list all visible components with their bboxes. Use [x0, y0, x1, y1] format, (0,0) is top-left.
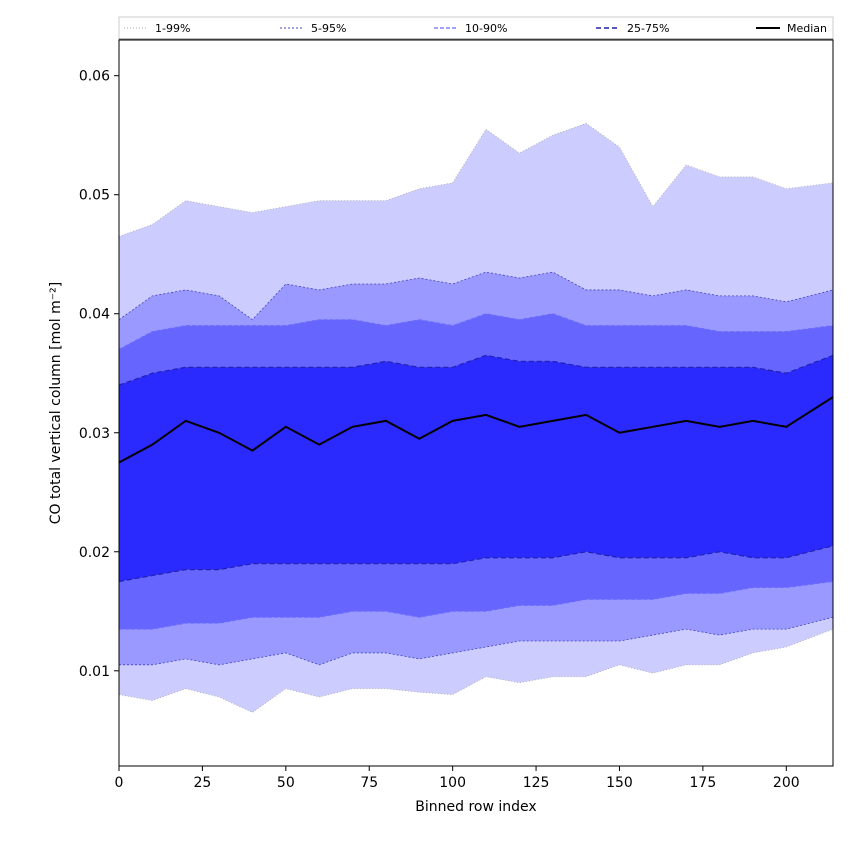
band-lower-line-5-95 [119, 616, 833, 666]
band-lower-line-1-99 [119, 628, 833, 713]
band-upper-line-1-99 [119, 122, 833, 237]
x-tick-label: 0 [115, 775, 124, 791]
x-tick-label: 75 [360, 775, 378, 791]
series-lines [119, 122, 833, 713]
y-tick-label: 0.06 [79, 69, 110, 85]
plot-area [119, 122, 833, 713]
legend: 1-99% 5-95% 10-90% 25-75% Median [118, 16, 834, 40]
x-tick-label: 150 [606, 775, 633, 791]
band-upper-line-25-75 [119, 354, 833, 386]
x-tick-label: 25 [193, 775, 211, 791]
legend-label: 25-75% [627, 22, 669, 35]
band-upper-line-10-90 [119, 313, 833, 350]
plot-frame [118, 39, 834, 767]
legend-label: Median [787, 22, 827, 35]
band-25-75 [119, 355, 833, 582]
band-lower-line-25-75 [119, 545, 833, 583]
x-tick-label: 200 [773, 775, 800, 791]
percentile-bands [119, 123, 833, 713]
legend-label: 5-95% [311, 22, 346, 35]
y-tick-label: 0.03 [79, 426, 110, 442]
y-tick-label: 0.01 [79, 664, 110, 680]
y-tick-label: 0.04 [79, 307, 110, 323]
x-axis: 0 25 50 75 100 125 150 175 200 [115, 766, 800, 791]
legend-label: 1-99% [155, 22, 190, 35]
x-axis-label: Binned row index [415, 799, 536, 815]
y-tick-label: 0.05 [79, 188, 110, 204]
x-tick-label: 175 [690, 775, 717, 791]
y-axis: 0.01 0.02 0.03 0.04 0.05 0.06 [79, 69, 119, 680]
legend-label: 10-90% [465, 22, 507, 35]
y-axis-label: CO total vertical column [mol m⁻²] [48, 282, 64, 524]
x-tick-label: 100 [439, 775, 466, 791]
band-upper-line-5-95 [119, 271, 833, 321]
median-line [119, 396, 833, 464]
x-tick-label: 50 [277, 775, 295, 791]
y-tick-label: 0.02 [79, 545, 110, 561]
x-tick-label: 125 [523, 775, 550, 791]
band-lower-line-10-90 [119, 581, 833, 630]
